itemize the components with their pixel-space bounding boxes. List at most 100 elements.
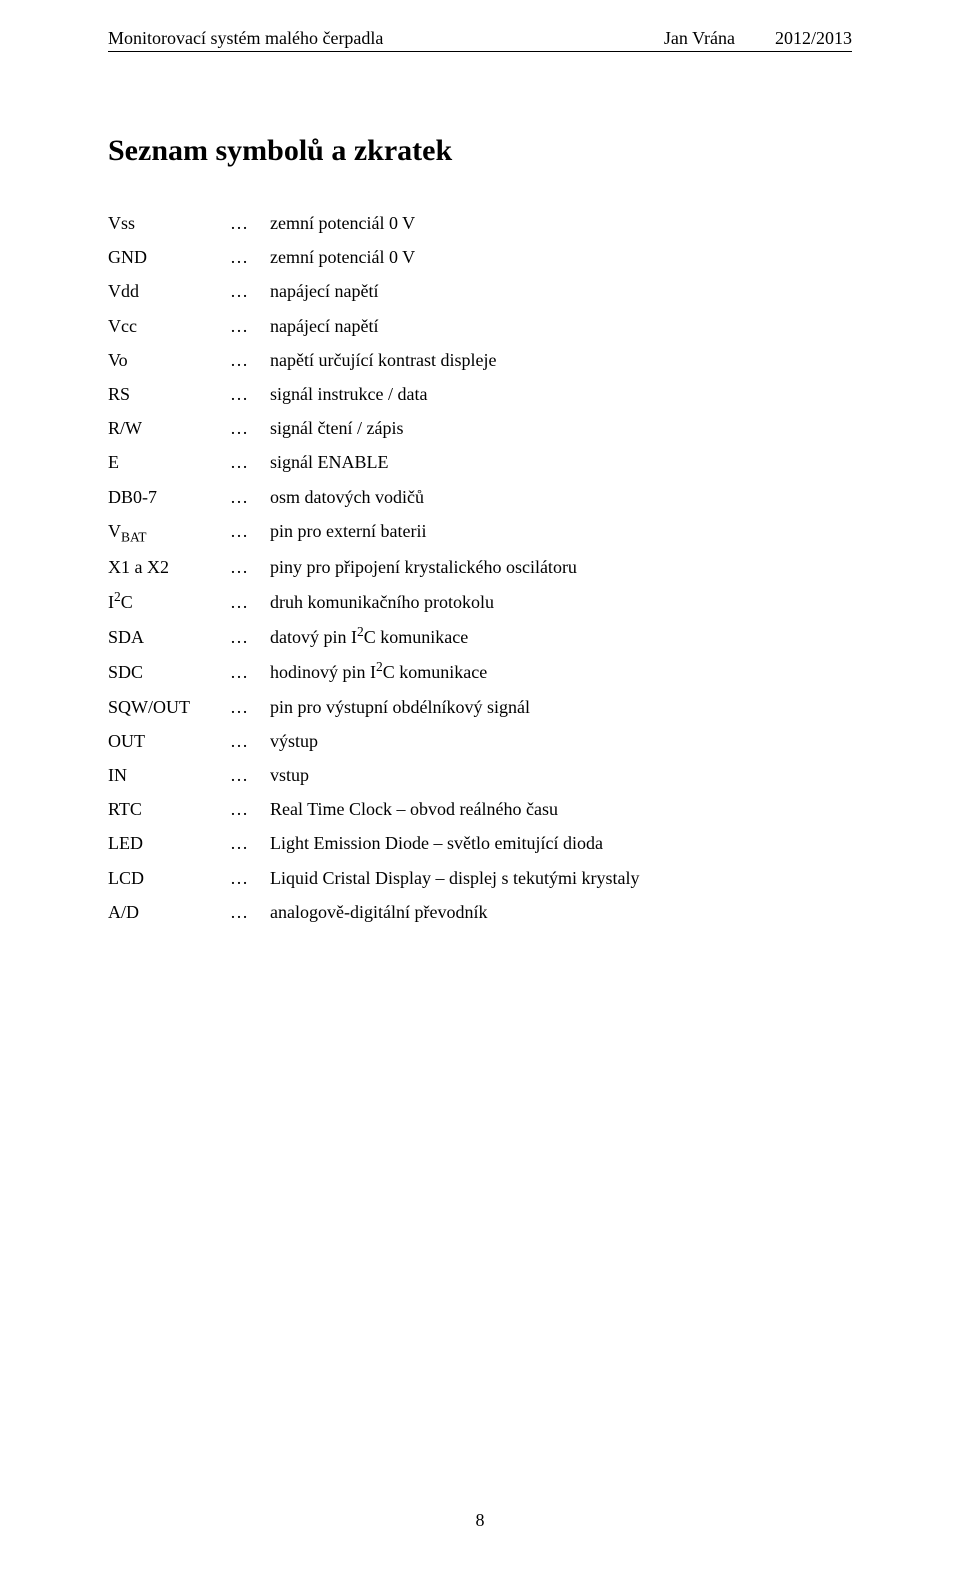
leader-dots: … xyxy=(230,411,270,445)
symbol-name-post: C xyxy=(121,592,133,612)
symbol-desc-pre: napájecí napětí xyxy=(270,281,378,301)
symbol-name: Vss xyxy=(108,206,230,240)
leader-dots: … xyxy=(230,724,270,758)
symbol-desc: napájecí napětí xyxy=(270,274,852,308)
symbol-row: LED …Light Emission Diode – světlo emituj… xyxy=(108,826,852,860)
symbol-name-pre: IN xyxy=(108,765,127,785)
page-number: 8 xyxy=(0,1510,960,1531)
symbol-name: I2C xyxy=(108,584,230,619)
header-author: Jan Vrána xyxy=(664,28,735,49)
symbol-name-sub: BAT xyxy=(121,529,147,544)
symbol-desc: Liquid Cristal Display – displej s tekut… xyxy=(270,861,852,895)
symbol-desc: signál čtení / zápis xyxy=(270,411,852,445)
symbol-name-pre: LED xyxy=(108,833,143,853)
symbol-name: DB0-7 xyxy=(108,480,230,514)
leader-dots: … xyxy=(230,550,270,584)
symbol-name: X1 a X2 xyxy=(108,550,230,584)
leader-dots: … xyxy=(230,826,270,860)
symbol-desc: hodinový pin I2C komunikace xyxy=(270,654,852,689)
symbol-row: RS…signál instrukce / data xyxy=(108,377,852,411)
leader-dots: … xyxy=(230,343,270,377)
symbol-desc-pre: analogově-digitální převodník xyxy=(270,902,487,922)
symbol-name-pre: SQW/OUT xyxy=(108,697,190,717)
leader-dots: … xyxy=(230,895,270,929)
leader-dots: … xyxy=(230,758,270,792)
symbol-name: LED xyxy=(108,826,230,860)
symbol-row: GND…zemní potenciál 0 V xyxy=(108,240,852,274)
symbol-desc: pin pro výstupní obdélníkový signál xyxy=(270,690,852,724)
leader-dots: … xyxy=(230,861,270,895)
symbol-name: R/W xyxy=(108,411,230,445)
symbol-name: Vo xyxy=(108,343,230,377)
leader-dots: … xyxy=(230,585,270,619)
symbol-row: SDC…hodinový pin I2C komunikace xyxy=(108,654,852,689)
symbol-name-pre: SDA xyxy=(108,627,144,647)
symbol-name-pre: A/D xyxy=(108,902,139,922)
symbol-row: VBAT…pin pro externí baterii xyxy=(108,514,852,550)
symbol-desc: piny pro připojení krystalického oscilát… xyxy=(270,550,852,584)
symbol-name-pre: X1 a X2 xyxy=(108,557,169,577)
symbol-desc-pre: Light Emission Diode – světlo emitující … xyxy=(270,833,603,853)
symbol-desc-pre: zemní potenciál 0 V xyxy=(270,247,415,267)
symbol-name: RTC xyxy=(108,792,230,826)
symbol-desc: signál ENABLE xyxy=(270,445,852,479)
symbol-row: RTC …Real Time Clock – obvod reálného čas… xyxy=(108,792,852,826)
symbol-desc-pre: signál čtení / zápis xyxy=(270,418,403,438)
symbol-name: SDA xyxy=(108,620,230,654)
symbol-row: I2C…druh komunikačního protokolu xyxy=(108,584,852,619)
symbol-name-pre: GND xyxy=(108,247,147,267)
symbol-row: Vo…napětí určující kontrast displeje xyxy=(108,343,852,377)
symbol-desc-sup: 2 xyxy=(376,659,383,674)
symbol-desc: pin pro externí baterii xyxy=(270,514,852,548)
symbol-name: SDC xyxy=(108,655,230,689)
symbol-desc-pre: osm datových vodičů xyxy=(270,487,424,507)
symbol-desc: zemní potenciál 0 V xyxy=(270,240,852,274)
symbol-desc-sup: 2 xyxy=(357,624,364,639)
symbol-desc-pre: piny pro připojení krystalického oscilát… xyxy=(270,557,577,577)
symbol-name-pre: Vss xyxy=(108,213,135,233)
symbol-name: IN xyxy=(108,758,230,792)
symbol-name: GND xyxy=(108,240,230,274)
symbol-desc-pre: vstup xyxy=(270,765,309,785)
symbol-name-pre: R/W xyxy=(108,418,142,438)
symbol-desc-pre: Real Time Clock – obvod reálného času xyxy=(270,799,558,819)
symbol-desc-pre: hodinový pin I xyxy=(270,662,376,682)
symbol-row: OUT …výstup xyxy=(108,724,852,758)
symbol-desc-pre: Liquid Cristal Display – displej s tekut… xyxy=(270,868,639,888)
leader-dots: … xyxy=(230,792,270,826)
symbol-desc-pre: zemní potenciál 0 V xyxy=(270,213,415,233)
symbol-desc-pre: pin pro výstupní obdélníkový signál xyxy=(270,697,530,717)
symbol-desc: datový pin I2C komunikace xyxy=(270,619,852,654)
symbol-desc-pre: signál instrukce / data xyxy=(270,384,427,404)
symbol-desc: analogově-digitální převodník xyxy=(270,895,852,929)
symbol-name-pre: Vcc xyxy=(108,316,137,336)
page: Monitorovací systém malého čerpadla Jan … xyxy=(0,0,960,929)
symbol-name: Vdd xyxy=(108,274,230,308)
symbol-row: X1 a X2 …piny pro připojení krystalického… xyxy=(108,550,852,584)
symbol-name-pre: Vdd xyxy=(108,281,139,301)
symbol-desc-pre: napájecí napětí xyxy=(270,316,378,336)
leader-dots: … xyxy=(230,655,270,689)
symbol-desc: zemní potenciál 0 V xyxy=(270,206,852,240)
leader-dots: … xyxy=(230,480,270,514)
symbol-desc-pre: signál ENABLE xyxy=(270,452,389,472)
symbol-row: SQW/OUT …pin pro výstupní obdélníkový sig… xyxy=(108,690,852,724)
header-title: Monitorovací systém malého čerpadla xyxy=(108,28,383,49)
symbol-desc-pre: výstup xyxy=(270,731,318,751)
symbol-desc-post: C komunikace xyxy=(383,662,487,682)
leader-dots: … xyxy=(230,620,270,654)
symbol-name-pre: RS xyxy=(108,384,130,404)
symbol-desc-post: C komunikace xyxy=(364,627,468,647)
symbol-name: LCD xyxy=(108,861,230,895)
symbol-name-pre: OUT xyxy=(108,731,145,751)
symbol-name-pre: E xyxy=(108,452,119,472)
symbol-row: Vcc…napájecí napětí xyxy=(108,309,852,343)
symbol-row: R/W …signál čtení / zápis xyxy=(108,411,852,445)
symbol-desc: druh komunikačního protokolu xyxy=(270,585,852,619)
leader-dots: … xyxy=(230,445,270,479)
symbol-desc: napájecí napětí xyxy=(270,309,852,343)
symbol-name-pre: RTC xyxy=(108,799,142,819)
symbol-desc: výstup xyxy=(270,724,852,758)
symbol-row: LCD…Liquid Cristal Display – displej s t… xyxy=(108,861,852,895)
leader-dots: … xyxy=(230,690,270,724)
